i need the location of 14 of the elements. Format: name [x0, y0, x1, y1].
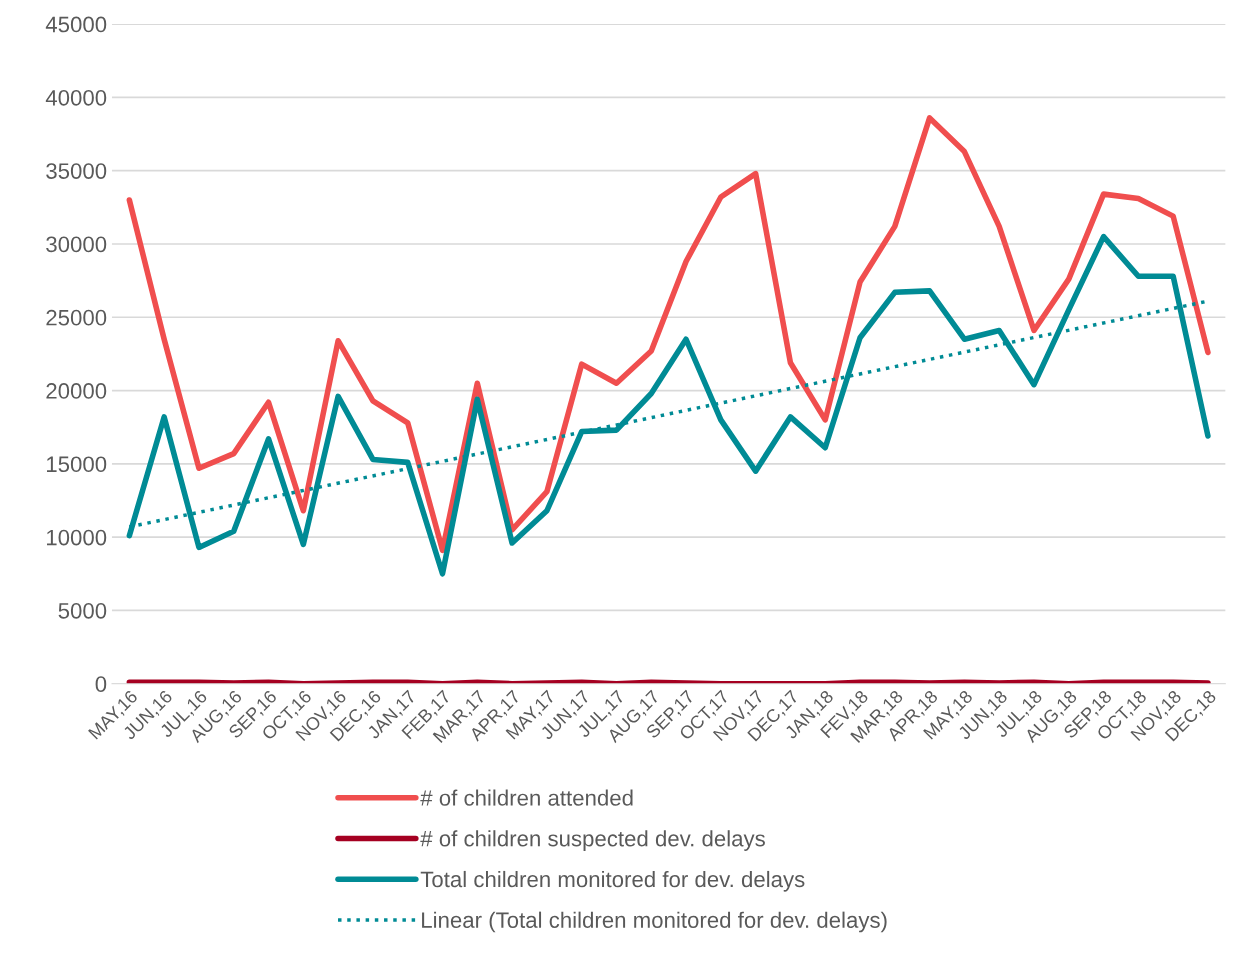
y-tick-label: 0	[95, 676, 107, 692]
y-tick-label: 5000	[58, 602, 107, 619]
y-tick-label: 25000	[46, 309, 107, 326]
y-tick-label: 20000	[46, 383, 107, 399]
y-tick-label: 40000	[45, 89, 107, 106]
y-tick-label: 10000	[47, 529, 107, 546]
y-tick-label: 30000	[46, 236, 107, 253]
legend-label: # of children suspected dev. delays	[420, 830, 765, 851]
legend-label: Linear (Total children monitored for dev. delays)	[422, 911, 887, 933]
y-tick-label: 35000	[46, 163, 107, 179]
y-tick-label: 15000	[47, 456, 107, 473]
y-tick-label: 45000	[45, 16, 107, 33]
legend-label: # of children attended	[420, 789, 633, 806]
legend-label: Total children monitored for dev. delays	[420, 870, 805, 892]
